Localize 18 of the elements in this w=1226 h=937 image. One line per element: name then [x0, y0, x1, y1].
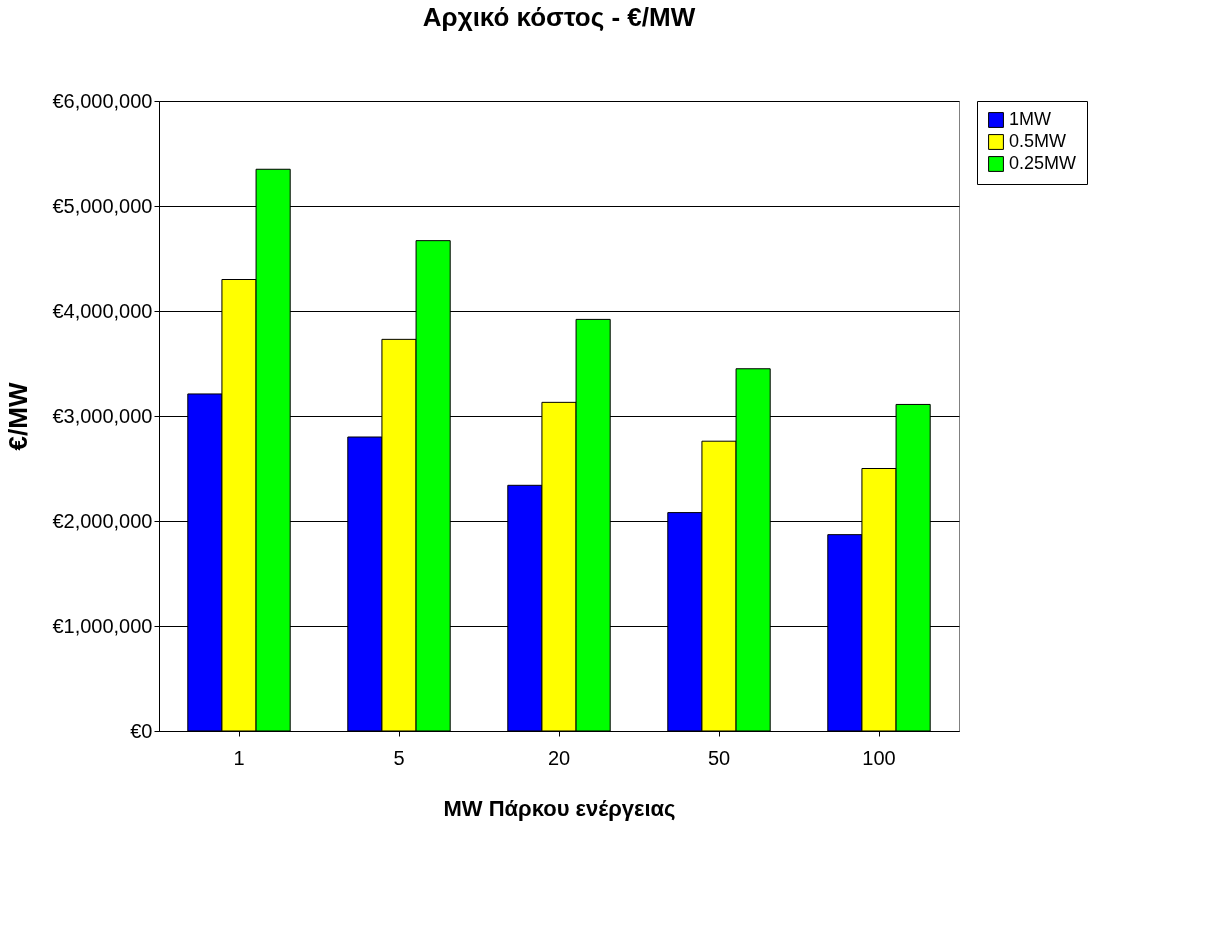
y-tick-label: €5,000,000 [52, 194, 153, 217]
x-tick-label: 100 [862, 746, 896, 769]
x-tick-label: 50 [707, 746, 731, 769]
y-tick-label: €0 [130, 719, 153, 742]
y-tick-label: €1,000,000 [52, 614, 153, 637]
y-tick-label: €4,000,000 [52, 299, 153, 322]
x-tick-label: 20 [547, 746, 571, 769]
x-axis-title: MW Πάρκου ενέργειας [443, 795, 676, 821]
chart-title: Αρχικό κόστος - €/MW [422, 2, 696, 32]
legend-label: 1MW [1009, 109, 1051, 129]
y-tick-label: €3,000,000 [52, 404, 153, 427]
y-axis-title: €/MW [3, 382, 34, 451]
y-tick-label: €2,000,000 [52, 509, 153, 532]
y-tick-label: €6,000,000 [52, 89, 153, 112]
x-tick-label: 1 [233, 746, 245, 769]
x-tick-label: 5 [393, 746, 405, 769]
legend-label: 0.25MW [1009, 153, 1077, 173]
legend-label: 0.5MW [1009, 131, 1067, 151]
